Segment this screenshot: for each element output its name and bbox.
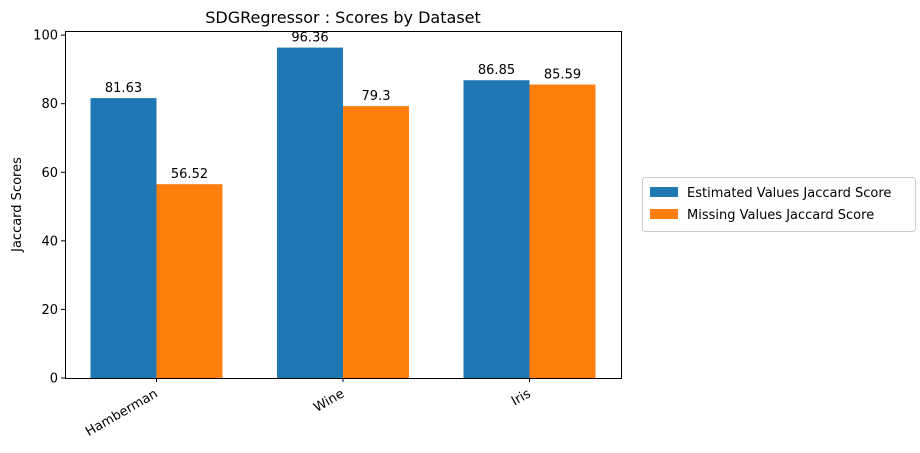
x-tick-label-hamberman: Hamberman [83,386,160,439]
y-tick-label: 40 [41,234,58,249]
data-label: 85.59 [544,68,581,83]
bar-missing-wine [343,106,409,379]
data-label: 56.52 [171,167,208,182]
data-labels-layer: 81.63 96.36 86.85 56.52 79.3 85.59 [105,31,581,183]
x-axis: Hamberman Wine Iris [83,378,534,440]
y-tick-label: 0 [50,372,58,387]
legend-entry-label: Estimated Values Jaccard Score [687,186,891,201]
bar-estimated-wine [277,47,343,379]
legend: Estimated Values Jaccard Score Missing Va… [642,177,916,232]
legend-swatch [650,209,678,219]
x-tick-label-wine: Wine [311,386,347,415]
legend-box [642,177,916,232]
bar-estimated-iris [463,80,530,379]
bars-layer [90,47,596,379]
bar-missing-iris [529,84,596,378]
y-axis-label: Jaccard Scores [10,157,25,253]
y-tick-label: 20 [41,303,58,318]
data-label: 96.36 [291,31,328,46]
data-label: 81.63 [105,81,142,96]
data-label: 86.85 [478,63,515,78]
legend-entry-label: Missing Values Jaccard Score [687,208,874,223]
bar-estimated-hamberman [90,98,157,379]
x-tick-label-iris: Iris [509,386,534,409]
y-tick-label: 100 [33,29,58,44]
data-label: 79.3 [362,89,391,104]
bar-missing-hamberman [156,184,223,378]
chart-title: SDGRegressor : Scores by Dataset [205,8,481,27]
y-tick-label: 80 [41,97,58,112]
legend-swatch [650,187,678,197]
y-tick-label: 60 [41,166,58,181]
y-axis: 0 20 40 60 80 100 [33,29,65,387]
